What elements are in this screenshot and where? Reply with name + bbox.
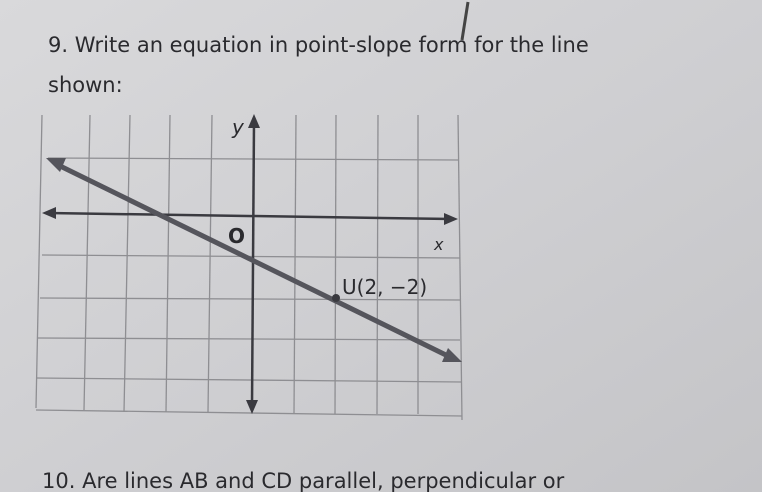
origin-label: O [228, 224, 245, 248]
question-9-line-2: shown: [48, 73, 123, 97]
point-label: U(2, −2) [342, 275, 427, 299]
question-10: 10. Are lines AB and CD parallel, perpen… [42, 469, 565, 492]
y-axis-label: y [231, 115, 245, 139]
pen-mark [460, 1, 470, 41]
axes [42, 114, 458, 414]
question-9-line-1: 9. Write an equation in point-slope form… [48, 33, 589, 57]
graphed-line [46, 158, 462, 362]
x-axis-label: x [433, 235, 444, 254]
grid [35, 114, 463, 421]
